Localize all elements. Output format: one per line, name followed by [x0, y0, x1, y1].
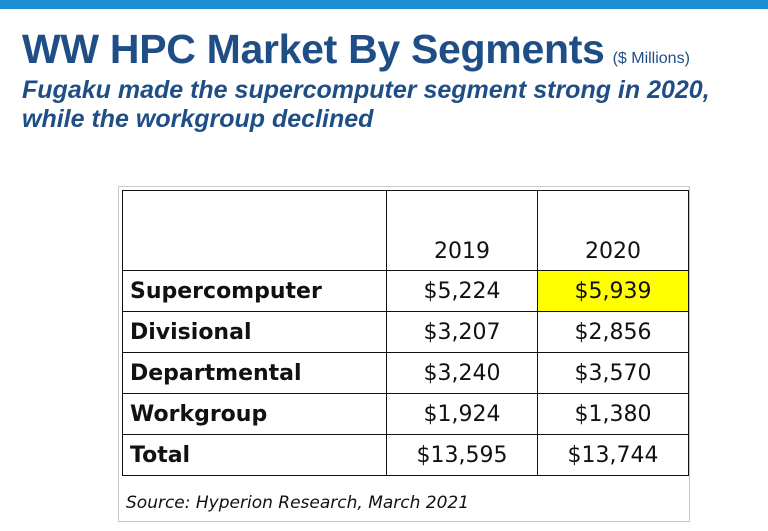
table-row-total: Total $13,595 $13,744 [122, 434, 689, 476]
header-cell-2019: 2019 [386, 190, 538, 271]
segment-label: Total [122, 434, 387, 476]
table-row-departmental: Departmental $3,240 $3,570 [122, 352, 689, 394]
header-cell-2020: 2020 [537, 190, 689, 271]
value-cell-2020: $13,744 [537, 434, 689, 476]
value-cell-2019: $5,224 [386, 270, 538, 312]
table-header-row: 2019 2020 [122, 190, 689, 271]
market-table: 2019 2020 Supercomputer $5,224 $5,939 Di… [122, 190, 689, 476]
table-row-divisional: Divisional $3,207 $2,856 [122, 311, 689, 353]
units-label: ($ Millions) [612, 50, 690, 67]
value-cell-2020: $3,570 [537, 352, 689, 394]
segment-label: Supercomputer [122, 270, 387, 312]
slide-title: WW HPC Market By Segments [22, 26, 605, 72]
value-cell-2020: $1,380 [537, 393, 689, 435]
slide-subtitle: Fugaku made the supercomputer segment st… [22, 76, 710, 133]
segment-label: Divisional [122, 311, 387, 353]
value-cell-2019: $1,924 [386, 393, 538, 435]
table-row-workgroup: Workgroup $1,924 $1,380 [122, 393, 689, 435]
header-cell-segment [122, 190, 387, 271]
segment-label: Departmental [122, 352, 387, 394]
value-cell-2019: $3,207 [386, 311, 538, 353]
value-cell-2019: $13,595 [386, 434, 538, 476]
value-cell-2020-highlighted: $5,939 [537, 270, 689, 312]
value-cell-2020: $2,856 [537, 311, 689, 353]
title-row: WW HPC Market By Segments ($ Millions) [22, 26, 690, 73]
value-cell-2019: $3,240 [386, 352, 538, 394]
source-note: Source: Hyperion Research, March 2021 [126, 493, 470, 513]
market-table-panel: 2019 2020 Supercomputer $5,224 $5,939 Di… [118, 186, 690, 522]
top-accent-bar [0, 0, 768, 9]
segment-label: Workgroup [122, 393, 387, 435]
table-row-supercomputer: Supercomputer $5,224 $5,939 [122, 270, 689, 312]
